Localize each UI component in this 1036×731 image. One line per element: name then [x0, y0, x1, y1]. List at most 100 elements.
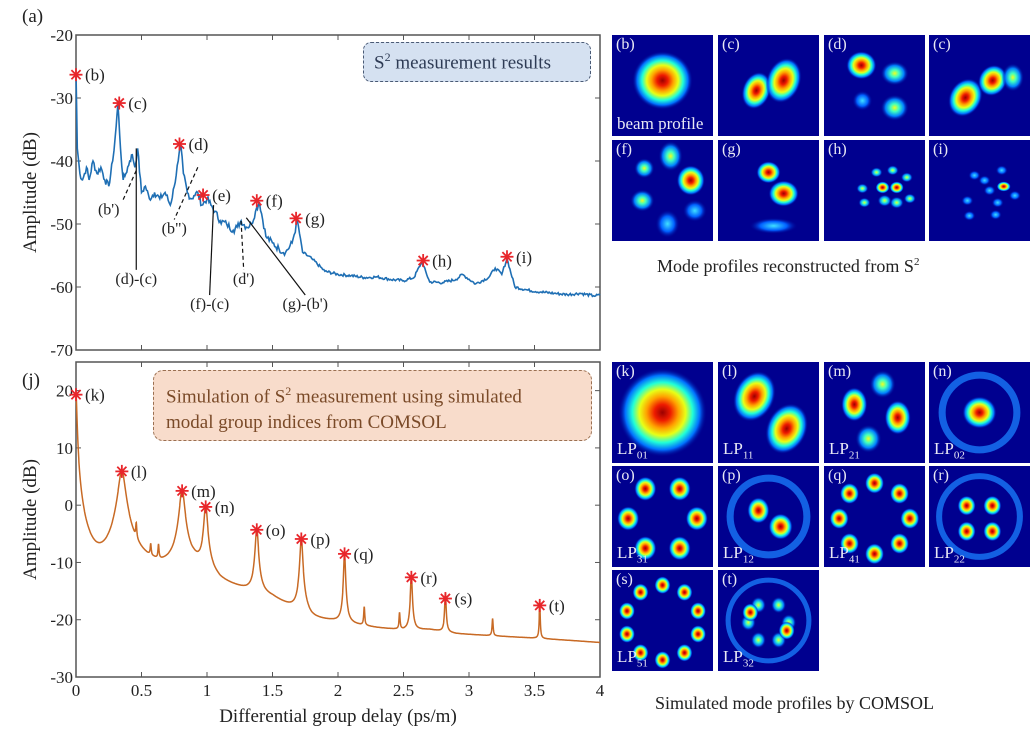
mode-intensity-image: [961, 165, 1021, 221]
intensity-lobe: [689, 602, 707, 620]
intensity-lobe: [654, 651, 671, 669]
peak-marker: [289, 211, 303, 225]
peak-marker: [199, 500, 213, 514]
annotation-label: (f)-(c): [190, 296, 229, 313]
intensity-lobe: [903, 193, 916, 204]
y-tick-label: -70: [50, 341, 73, 360]
mode-intensity-image: [741, 57, 802, 110]
panel-label-a: (a): [22, 6, 43, 27]
mode-intensity-image: [725, 577, 812, 664]
intensity-lobe: [655, 209, 680, 238]
series-line-simulation: [75, 394, 601, 644]
peak-label: (l): [131, 462, 147, 481]
intensity-lobe: [654, 576, 671, 595]
tile-mode-name: LP31: [617, 542, 648, 565]
y-tick-label: 0: [65, 496, 74, 515]
y-tick-label: -40: [50, 152, 73, 171]
peak-marker-stroke: [70, 389, 82, 400]
intensity-lobe: [957, 521, 976, 542]
intensity-lobe: [856, 183, 869, 194]
intensity-lobe: [778, 621, 795, 640]
mode-intensity-image: [846, 51, 909, 121]
intensity-lobe: [689, 625, 707, 643]
intensity-lobe: [841, 387, 868, 422]
tile-mode-name: LP51: [617, 646, 648, 669]
intensity-lobe: [685, 506, 708, 531]
intensity-lobe: [978, 175, 991, 186]
annotation-leader: [122, 170, 137, 201]
legend-line1-a: Simulation of S: [166, 386, 286, 408]
mode-intensity-image: [936, 473, 1023, 560]
mode-intensity-image: [618, 368, 707, 457]
annotation-leader: [240, 220, 245, 270]
peak-label: (h): [432, 252, 452, 271]
intensity-lobe: [618, 602, 636, 620]
peak-marker: [416, 254, 430, 268]
tile-mode-name: LP32: [723, 646, 754, 669]
intensity-lobe: [961, 195, 974, 206]
intensity-lobe: [886, 165, 899, 176]
panel-label-j: (j): [22, 370, 40, 391]
y-tick-label: -20: [50, 611, 73, 630]
measured-profile-tile: (f): [612, 140, 713, 241]
peak-marker-stroke: [116, 466, 128, 477]
peak-marker-stroke: [417, 255, 429, 266]
y-tick-label: -50: [50, 215, 73, 234]
y-tick-label: -30: [50, 89, 73, 108]
tile-label: (n): [933, 363, 952, 380]
peak-marker-stroke: [406, 572, 417, 583]
intensity-lobe: [632, 583, 649, 602]
peak-label: (k): [85, 386, 105, 405]
simulated-profile-tile: (r) LP22: [929, 466, 1030, 567]
intensity-lobe: [839, 482, 860, 505]
intensity-lobe: [668, 536, 691, 561]
y-axis-label: Amplitude (dB): [20, 132, 41, 253]
annotation-leader: [173, 167, 199, 220]
legend-text-sup: 2: [384, 50, 391, 64]
intensity-lobe: [732, 371, 776, 422]
peak-marker: [404, 570, 418, 584]
tile-mode-name: LP41: [829, 542, 860, 565]
peak-marker-stroke: [176, 485, 188, 497]
annotation-label: (b"): [162, 220, 187, 237]
y-axis-label: Amplitude (dB): [20, 459, 41, 580]
intensity-lobe: [877, 194, 892, 207]
peak-marker-stroke: [339, 548, 350, 560]
intensity-lobe: [676, 583, 693, 602]
intensity-lobe: [996, 181, 1011, 192]
mode-intensity-image: [749, 161, 799, 234]
tile-label: (l): [722, 363, 738, 380]
peak-label: (d): [188, 135, 208, 154]
peak-marker: [250, 523, 264, 537]
x-tick-label: 3: [465, 681, 474, 700]
intensity-lobe: [765, 57, 802, 104]
annotation-label: (g)-(b'): [282, 296, 328, 313]
peak-label: (i): [516, 248, 532, 267]
x-tick-label: 3.5: [524, 681, 545, 700]
peak-marker-stroke: [251, 195, 263, 206]
measured-profile-tile: (g): [718, 140, 819, 241]
intensity-lobe: [995, 165, 1008, 176]
peak-marker: [196, 188, 210, 202]
tile-label: (r): [933, 467, 949, 484]
y-tick-label: -30: [50, 668, 73, 687]
intensity-lobe: [880, 94, 909, 121]
peak-marker: [172, 137, 186, 151]
tile-label: (f): [616, 141, 632, 158]
tile-label: (p): [722, 467, 741, 484]
annotation-leader: [209, 205, 215, 296]
peak-marker-stroke: [534, 600, 545, 611]
simulated-profile-tile: (q) LP41: [824, 466, 925, 567]
simulated-profile-tile: (s) LP51: [612, 570, 713, 671]
intensity-lobe: [889, 532, 910, 555]
intensity-lobe: [983, 185, 996, 196]
intensity-lobe: [962, 396, 997, 429]
tile-label: (g): [722, 141, 741, 158]
peak-marker-stroke: [197, 189, 209, 201]
legend-text-s: S: [374, 52, 385, 74]
intensity-lobe: [618, 368, 707, 457]
peak-marker: [533, 598, 547, 612]
measured-profile-tile: (c): [718, 35, 819, 136]
peak-marker-stroke: [290, 213, 302, 224]
